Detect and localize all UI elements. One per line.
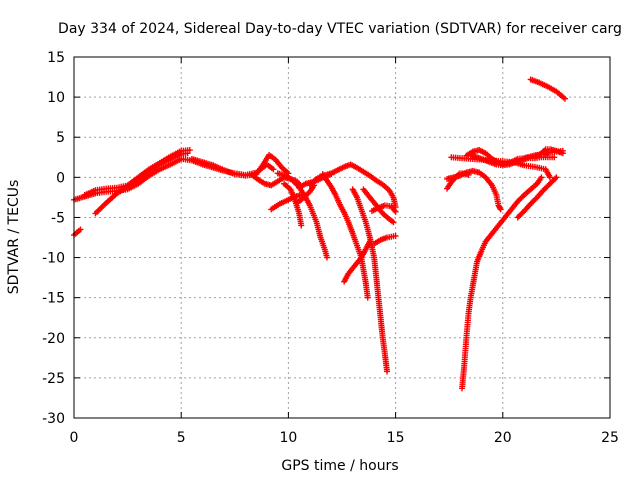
data-point — [551, 154, 558, 161]
x-axis-label: GPS time / hours — [281, 458, 398, 474]
x-tick-label: 15 — [387, 430, 405, 446]
data-point — [392, 232, 399, 239]
data-point — [546, 174, 553, 181]
data-point — [552, 175, 559, 182]
data-series-s16 — [360, 186, 397, 226]
x-tick-label: 0 — [70, 430, 79, 446]
y-axis-label: SDTVAR / TECUs — [6, 180, 22, 295]
y-tick-label: -20 — [42, 331, 65, 347]
y-tick-label: 10 — [47, 90, 65, 106]
data-point — [298, 222, 305, 229]
plot-frame — [73, 56, 611, 419]
data-series-s23 — [467, 151, 558, 169]
data-point — [390, 219, 397, 226]
data-point — [323, 254, 330, 261]
data-series-s4 — [92, 150, 191, 217]
data-point — [77, 226, 84, 233]
data-series-s12 — [306, 161, 399, 211]
x-tick-label: 25 — [601, 430, 619, 446]
data-series-s20 — [444, 167, 504, 213]
data-point — [184, 150, 191, 157]
data-point — [553, 174, 560, 181]
x-tick-label: 10 — [279, 430, 297, 446]
data-point — [538, 174, 545, 181]
y-tick-label: 5 — [56, 130, 65, 146]
data-point — [270, 166, 277, 173]
data-point — [392, 208, 399, 215]
data-series-s24 — [531, 146, 566, 161]
y-tick-label: 15 — [47, 50, 65, 66]
y-tick-label: -15 — [42, 291, 65, 307]
data-point — [561, 95, 568, 102]
data-marks — [71, 76, 568, 392]
data-series-s15 — [349, 186, 391, 375]
data-point — [384, 368, 391, 375]
grid-lines — [74, 57, 610, 418]
y-tick-label: -10 — [42, 251, 65, 267]
y-tick-label: 0 — [56, 170, 65, 186]
y-tick-label: -5 — [51, 210, 65, 226]
data-series-s5 — [188, 151, 292, 179]
chart-title: Day 334 of 2024, Sidereal Day-to-day VTE… — [58, 21, 622, 37]
data-point — [364, 294, 371, 301]
data-point — [186, 147, 193, 154]
axis-ticks: 0 5 10 15 20 25 -30 -25 -20 -15 -10 -5 0 5 10 15 — [42, 50, 619, 446]
data-series-s10 — [293, 182, 318, 207]
data-series-s13 — [319, 171, 371, 301]
data-series-s27 — [527, 76, 568, 102]
data-series-s17 — [369, 202, 399, 215]
data-series-s18 — [371, 232, 399, 247]
x-tick-label: 20 — [494, 430, 512, 446]
data-series-s26 — [514, 174, 560, 221]
data-series-s25 — [459, 174, 545, 392]
y-tick-label: -30 — [42, 411, 65, 427]
x-tick-label: 5 — [177, 430, 186, 446]
data-series-s2 — [71, 155, 277, 203]
data-point — [559, 150, 566, 157]
data-series-s1 — [71, 226, 84, 239]
y-tick-label: -25 — [42, 371, 65, 387]
data-point — [497, 206, 504, 213]
